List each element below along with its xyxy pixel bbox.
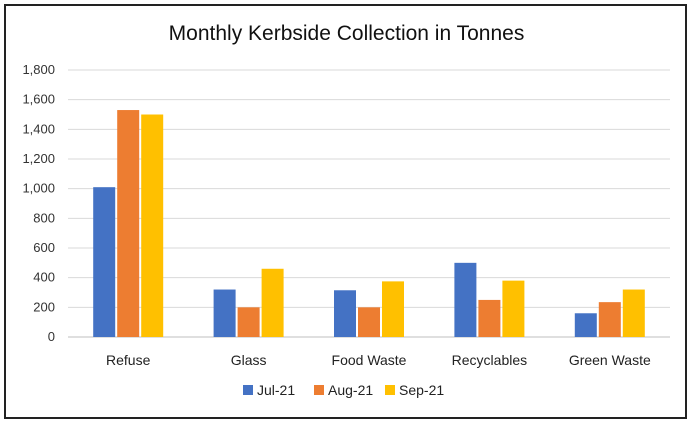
- bar: [334, 290, 356, 337]
- bars: [93, 110, 645, 337]
- x-category-label: Glass: [231, 352, 267, 368]
- bar: [382, 281, 404, 337]
- bar: [237, 307, 260, 337]
- y-tick-label: 600: [33, 240, 55, 255]
- y-tick-label: 800: [33, 210, 55, 225]
- x-category-label: Recyclables: [452, 352, 527, 368]
- bar: [622, 289, 645, 337]
- legend-swatch: [243, 385, 253, 395]
- chart-title: Monthly Kerbside Collection in Tonnes: [168, 22, 525, 45]
- bar: [502, 280, 525, 337]
- bar: [261, 268, 284, 337]
- legend-label: Sep-21: [399, 382, 444, 398]
- y-tick-label: 1,200: [22, 151, 55, 166]
- legend: Jul-21 Aug-21 Sep-21: [243, 382, 444, 398]
- x-axis-labels: Refuse Glass Food Waste Recyclables Green Wa…: [106, 352, 651, 368]
- y-tick-label: 1,400: [22, 121, 55, 136]
- bar: [574, 313, 597, 337]
- y-tick-label: 400: [33, 270, 55, 285]
- bar: [93, 187, 116, 337]
- gridlines: [68, 69, 670, 338]
- bar: [117, 110, 140, 337]
- bar: [213, 289, 236, 337]
- y-tick-label: 1,000: [22, 181, 55, 196]
- legend-label: Aug-21: [328, 382, 373, 398]
- bar: [454, 262, 477, 337]
- y-tick-label: 1,800: [22, 62, 55, 77]
- y-tick-label: 0: [48, 329, 55, 344]
- y-tick-label: 1,600: [22, 92, 55, 107]
- legend-swatch: [385, 385, 395, 395]
- y-axis-ticks: 0 200 400 600 800 1,000 1,200 1,400 1,600 1,800: [22, 62, 55, 344]
- y-tick-label: 200: [33, 299, 55, 314]
- bar: [358, 307, 380, 337]
- x-category-label: Food Waste: [332, 352, 407, 368]
- bar: [478, 299, 501, 337]
- legend-label: Jul-21: [257, 382, 295, 398]
- bar: [141, 114, 164, 337]
- bar: [598, 302, 621, 337]
- x-category-label: Green Waste: [569, 352, 651, 368]
- x-category-label: Refuse: [106, 352, 151, 368]
- legend-swatch: [314, 385, 324, 395]
